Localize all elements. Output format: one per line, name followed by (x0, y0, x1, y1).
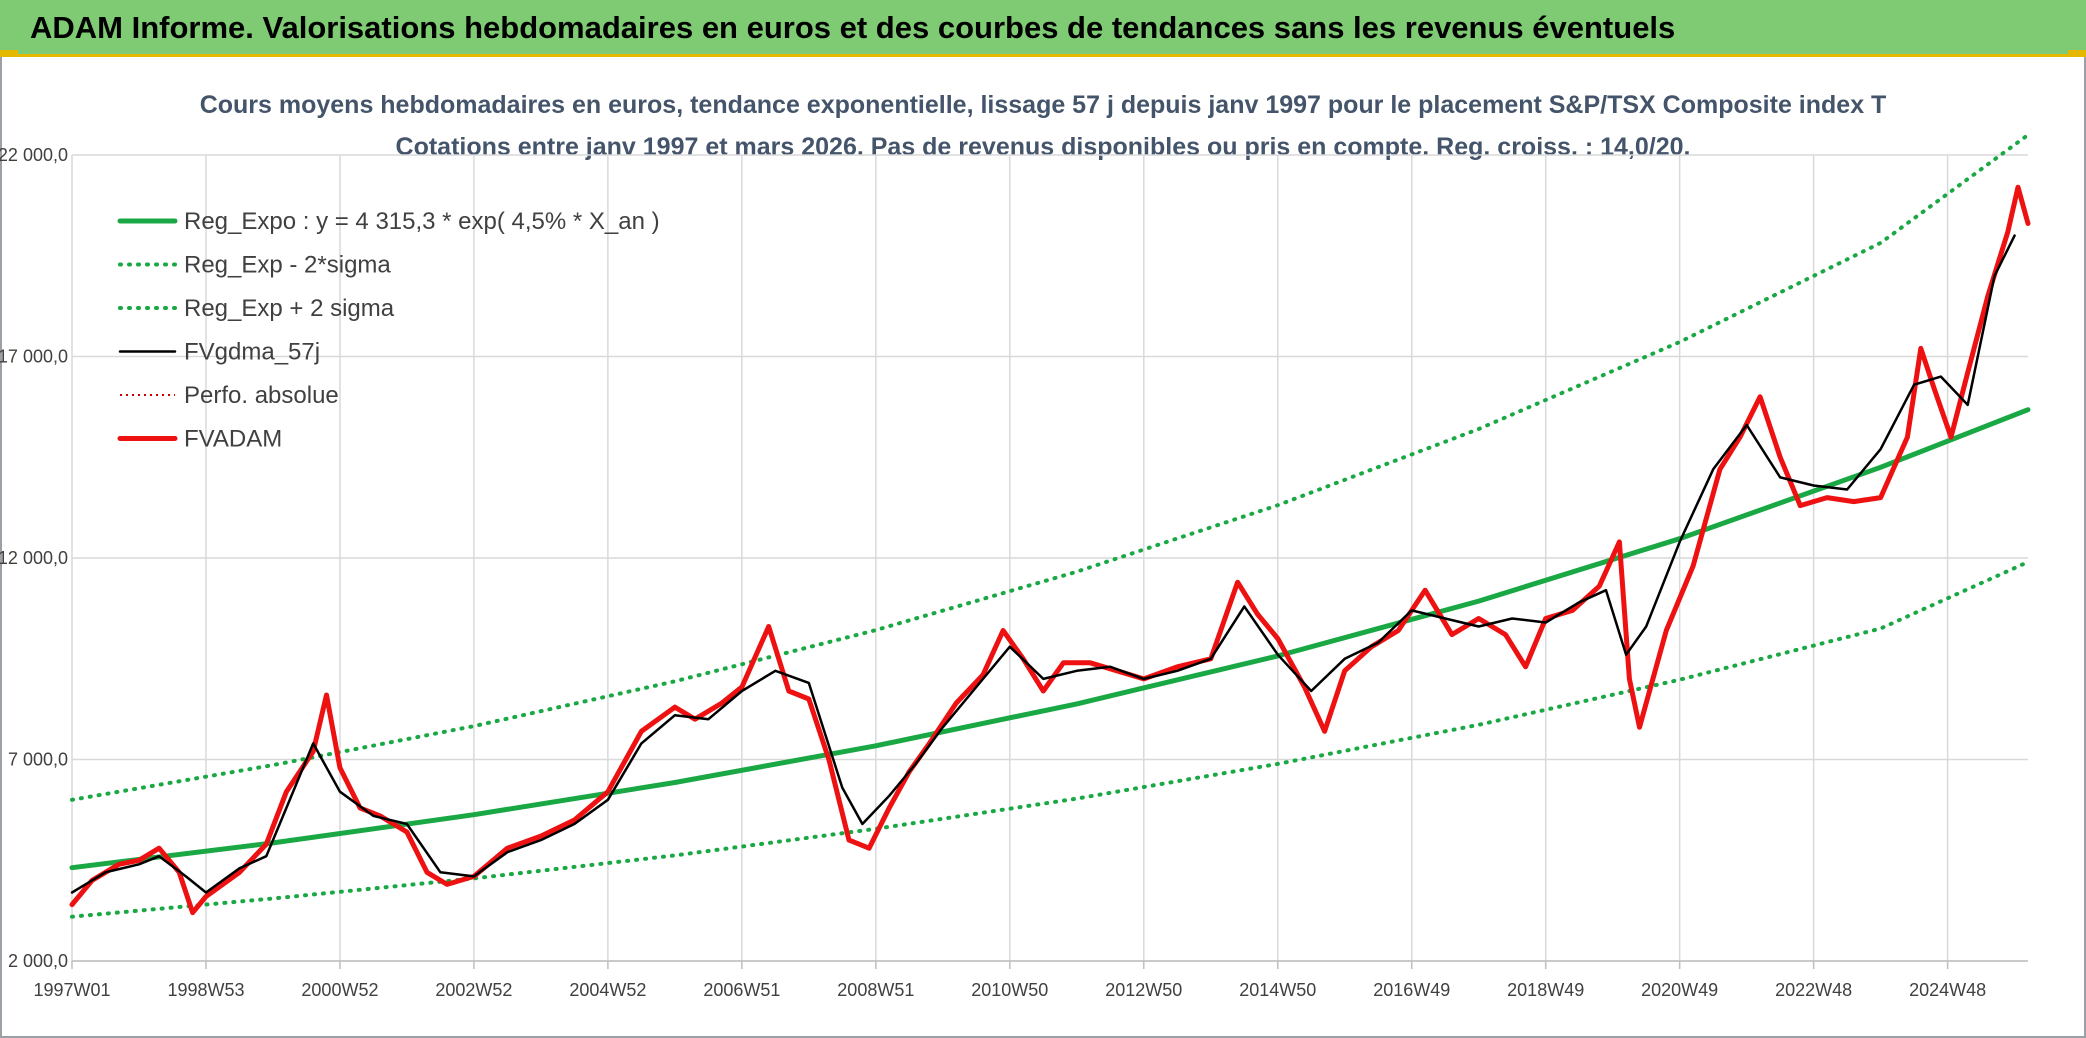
x-tick-label: 2006W51 (703, 980, 780, 1000)
x-tick-label: 2022W48 (1775, 980, 1852, 1000)
series-line-2 (70, 132, 2030, 802)
legend-label-1: Reg_Exp - 2*sigma (184, 252, 391, 279)
x-tick-label: 2012W50 (1105, 980, 1182, 1000)
series-line-0 (69, 407, 2031, 871)
series-line-3 (70, 234, 2016, 894)
y-tick-label: 2 000,0 (8, 951, 68, 971)
axes: 2 000,0 7 000,0 12 000,0 17 000,0 22 000,0 19… (0, 145, 2028, 1000)
x-tick-label: 2008W51 (837, 980, 914, 1000)
legend-label-4: Perfo. absolue (184, 382, 339, 409)
x-tick-label: 2020W49 (1641, 980, 1718, 1000)
banner-corner-left (0, 50, 18, 57)
y-tick-label: 12 000,0 (0, 548, 68, 568)
legend-label-0: Reg_Expo : y = 4 315,3 * exp( 4,5% * X_a… (184, 208, 660, 235)
x-tick-label: 2002W52 (435, 980, 512, 1000)
chart-subtitle: Cotations entre janv 1997 et mars 2026. … (395, 133, 1691, 161)
x-tick-label: 2024W48 (1909, 980, 1986, 1000)
banner-title: ADAM Informe. Valorisations hebdomadaire… (0, 0, 2086, 57)
x-tick-label: 2018W49 (1507, 980, 1584, 1000)
legend: Reg_Expo : y = 4 315,3 * exp( 4,5% * X_a… (117, 208, 660, 453)
series-line-1 (70, 560, 2030, 919)
legend-label-5: FVADAM (184, 426, 282, 453)
x-tick-label: 1998W53 (167, 980, 244, 1000)
x-tick-label: 2016W49 (1373, 980, 1450, 1000)
x-tick-label: 2000W52 (301, 980, 378, 1000)
banner-corner-right (2068, 50, 2086, 57)
y-tick-label: 22 000,0 (0, 145, 68, 165)
x-tick-label: 1997W01 (33, 980, 110, 1000)
x-tick-label: 2010W50 (971, 980, 1048, 1000)
legend-label-3: FVgdma_57j (184, 339, 320, 366)
gridlines (71, 154, 2028, 962)
x-tick-label: 2014W50 (1239, 980, 1316, 1000)
y-tick-label: 7 000,0 (8, 750, 68, 770)
legend-label-2: Reg_Exp + 2 sigma (184, 295, 395, 322)
chart-title: Cours moyens hebdomadaires en euros, ten… (199, 91, 1887, 119)
y-tick-label: 17 000,0 (0, 347, 68, 367)
series-lines (69, 132, 2031, 919)
chart-title-block: Cours moyens hebdomadaires en euros, ten… (0, 84, 2086, 168)
x-tick-label: 2004W52 (569, 980, 646, 1000)
